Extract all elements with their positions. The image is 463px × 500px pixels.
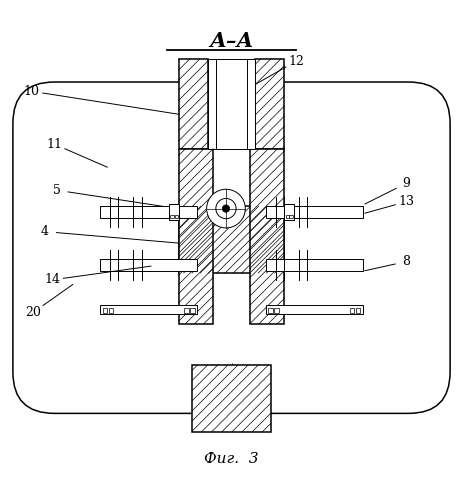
Bar	[266, 206, 363, 218]
Polygon shape	[179, 59, 208, 149]
FancyBboxPatch shape	[13, 82, 450, 413]
Bar	[266, 259, 363, 270]
Bar	[274, 308, 279, 313]
Bar	[184, 308, 189, 313]
Polygon shape	[255, 59, 284, 149]
Text: Фиг.  3: Фиг. 3	[204, 452, 259, 466]
Text: 9: 9	[402, 177, 410, 190]
Text: 11: 11	[46, 138, 63, 150]
Bar	[100, 305, 197, 314]
Polygon shape	[179, 206, 284, 273]
Text: А–А: А–А	[209, 30, 254, 50]
Bar	[103, 308, 107, 313]
Bar	[284, 204, 294, 220]
Text: 13: 13	[398, 195, 414, 208]
Circle shape	[216, 198, 236, 218]
Bar	[100, 206, 197, 218]
Bar	[266, 305, 363, 314]
Text: 8: 8	[402, 255, 410, 268]
Bar	[175, 215, 178, 218]
Text: 14: 14	[44, 274, 60, 286]
Text: 4: 4	[41, 225, 49, 238]
Polygon shape	[193, 365, 270, 432]
Polygon shape	[179, 149, 213, 324]
Bar	[289, 215, 293, 218]
Bar	[208, 59, 255, 149]
Bar	[170, 215, 174, 218]
Bar	[286, 215, 289, 218]
Bar	[269, 308, 273, 313]
Polygon shape	[250, 149, 284, 324]
Text: 20: 20	[25, 306, 42, 318]
Bar	[109, 308, 113, 313]
Circle shape	[222, 205, 230, 212]
Bar	[190, 308, 194, 313]
Circle shape	[206, 190, 245, 228]
Bar	[350, 308, 354, 313]
Bar	[169, 204, 179, 220]
Bar	[356, 308, 360, 313]
Bar	[100, 259, 197, 270]
Text: 10: 10	[23, 84, 39, 98]
Text: 12: 12	[288, 55, 304, 68]
Text: 5: 5	[53, 184, 61, 196]
